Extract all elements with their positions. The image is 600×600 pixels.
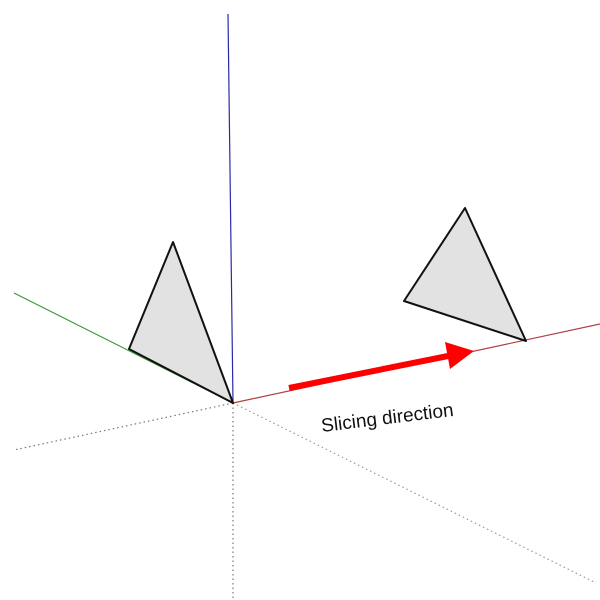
hidden-red-axis-line (232, 402, 597, 584)
arrow-head (445, 342, 474, 369)
slicing-direction-arrow (288, 342, 474, 391)
hidden-green-axis-line (13, 402, 234, 451)
blue-axis-line (227, 13, 234, 404)
arrow-shaft (288, 353, 449, 391)
solid-axes (13, 13, 600, 404)
hidden-axes (13, 402, 597, 600)
slicing-direction-label: Slicing direction (320, 400, 455, 437)
triangle-at-origin (128, 241, 234, 404)
triangle-sliced (403, 207, 527, 342)
